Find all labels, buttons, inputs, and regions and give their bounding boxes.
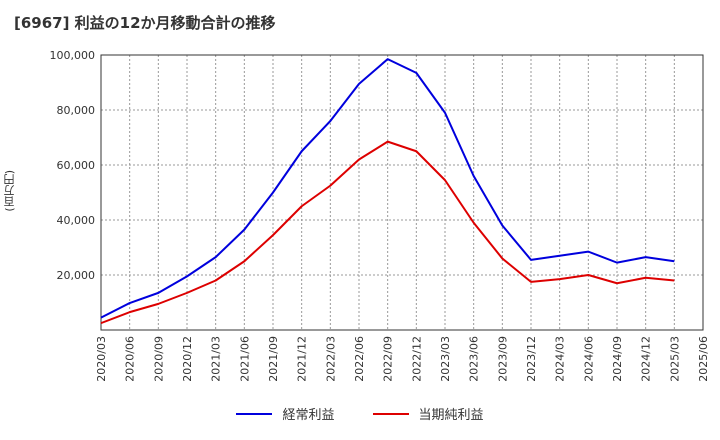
line-chart: 20,000 40,000 60,000 80,000 100,000 2020/03 20… (50, 49, 711, 382)
y-tick-label: 40,000 (57, 214, 96, 227)
x-tick-label: 2023/12 (525, 336, 538, 382)
x-tick-label: 2021/12 (296, 336, 309, 382)
x-tick-label: 2022/09 (382, 336, 395, 382)
series-line-1 (100, 58, 675, 319)
x-tick-label: 2021/06 (238, 336, 251, 382)
x-tick-label: 2020/09 (152, 336, 165, 382)
x-tick-label: 2022/06 (353, 336, 366, 382)
x-tick-label: 2020/12 (181, 336, 194, 382)
x-tick-label: 2020/06 (124, 336, 137, 382)
x-tick-label: 2022/12 (410, 336, 423, 382)
legend-label-series2: 当期純利益 (418, 408, 484, 423)
chart-title: [6967] 利益の12か月移動合計の推移 (14, 14, 276, 32)
legend-swatch-series2 (372, 412, 409, 415)
x-tick-label: 2025/06 (697, 336, 710, 382)
plot-frame (100, 54, 704, 331)
legend: 経常利益 当期純利益 (0, 404, 720, 423)
x-tick-label: 2024/09 (611, 336, 624, 382)
y-tick-label: 80,000 (57, 104, 96, 117)
x-tick-label: 2023/03 (439, 336, 452, 382)
y-tick-label: 20,000 (57, 269, 96, 282)
x-tick-label: 2025/03 (668, 336, 681, 382)
x-tick-label: 2024/12 (640, 336, 653, 382)
x-tick-label: 2022/03 (324, 336, 337, 382)
x-tick-label: 2024/03 (554, 336, 567, 382)
series-line-2 (100, 140, 675, 325)
x-tick-label: 2024/06 (582, 336, 595, 382)
y-tick-label: 60,000 (57, 159, 96, 172)
legend-label-series1: 経常利益 (282, 408, 335, 423)
x-tick-label: 2021/09 (267, 336, 280, 382)
y-tick-label: 100,000 (50, 49, 96, 62)
legend-item-series1: 経常利益 (236, 404, 335, 423)
x-tick-label: 2023/06 (468, 336, 481, 382)
legend-swatch-series1 (236, 412, 273, 415)
x-tick-label: 2023/09 (496, 336, 509, 382)
x-tick-label: 2021/03 (210, 336, 223, 382)
x-tick-label: 2020/03 (95, 336, 108, 382)
legend-item-series2: 当期純利益 (372, 404, 484, 423)
